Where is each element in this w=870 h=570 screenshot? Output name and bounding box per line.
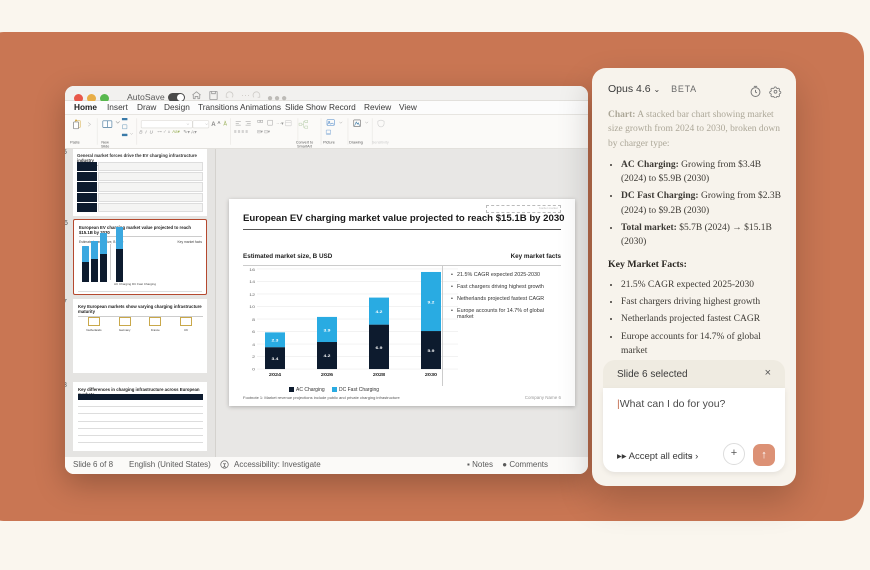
svg-text:2024: 2024 (269, 372, 282, 377)
svg-text:6.9: 6.9 (376, 345, 384, 349)
svg-text:2026: 2026 (321, 372, 334, 377)
svg-text:5.9: 5.9 (428, 348, 436, 352)
svg-text:8: 8 (252, 317, 255, 321)
svg-text:2.3: 2.3 (272, 338, 280, 342)
svg-text:4.2: 4.2 (324, 354, 332, 358)
svg-text:2030: 2030 (425, 372, 438, 377)
svg-text:3.9: 3.9 (324, 328, 332, 332)
svg-text:3.4: 3.4 (272, 357, 280, 361)
svg-text:6: 6 (252, 330, 255, 334)
svg-text:14: 14 (249, 280, 255, 284)
svg-text:10: 10 (249, 305, 255, 309)
svg-text:0: 0 (252, 367, 255, 371)
svg-text:2028: 2028 (373, 372, 386, 377)
svg-text:9.2: 9.2 (428, 300, 436, 304)
svg-text:2: 2 (252, 355, 255, 359)
svg-text:4.2: 4.2 (376, 310, 384, 314)
svg-text:4: 4 (252, 343, 255, 347)
svg-text:16: 16 (249, 267, 255, 271)
svg-text:12: 12 (249, 292, 255, 296)
